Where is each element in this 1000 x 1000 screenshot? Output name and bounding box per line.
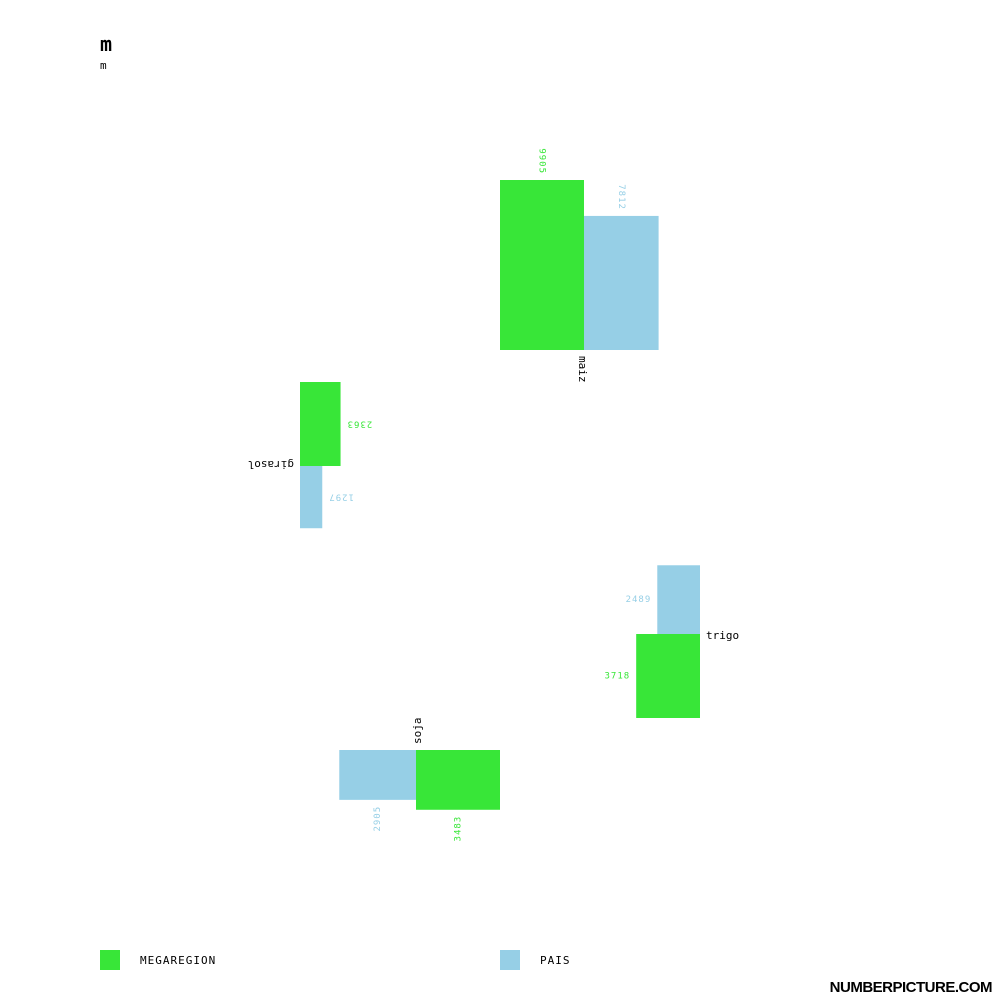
chart-title: m [100,32,113,56]
bar-megaregion-soja [416,750,500,810]
category-label-girasol: girasol [248,458,294,471]
bar-group-girasol: 2363 1297 girasol [248,382,373,529]
footer-brand: NUMBERPICTURE.COM [829,979,993,996]
value-label-megaregion-girasol: 2363 [347,419,373,429]
value-label-pais-maiz: 7812 [616,184,626,210]
value-label-pais-trigo: 2489 [626,595,652,605]
bar-pais-trigo [657,565,700,634]
legend-swatch-megaregion [100,950,120,970]
value-label-pais-soja: 2905 [373,806,383,832]
legend-swatch-pais [500,950,520,970]
category-label-trigo: trigo [706,629,739,642]
bar-pais-soja [339,750,416,800]
bar-megaregion-trigo [636,634,700,718]
bar-pais-maiz [584,215,659,350]
legend-item-pais: PAIS [500,950,571,970]
category-label-maiz: maiz [576,356,589,383]
bar-group-maiz: 9905 7812 maiz [500,148,659,383]
bar-group-soja: 3483 2905 soja [339,718,500,842]
value-label-megaregion-soja: 3483 [454,816,464,842]
legend-label-pais: PAIS [540,953,571,967]
value-label-megaregion-maiz: 9905 [537,148,547,174]
legend-label-megaregion: MEGAREGION [140,953,217,967]
value-label-megaregion-trigo: 3718 [605,672,631,682]
bar-megaregion-girasol [300,382,341,466]
bar-group-trigo: 3718 2489 trigo [605,565,739,718]
chart-subtitle: m [100,59,107,72]
category-label-soja: soja [411,718,424,745]
value-label-pais-girasol: 1297 [328,492,354,502]
bar-megaregion-maiz [500,180,584,350]
legend-item-megaregion: MEGAREGION [100,950,216,970]
bar-pais-girasol [300,466,323,529]
